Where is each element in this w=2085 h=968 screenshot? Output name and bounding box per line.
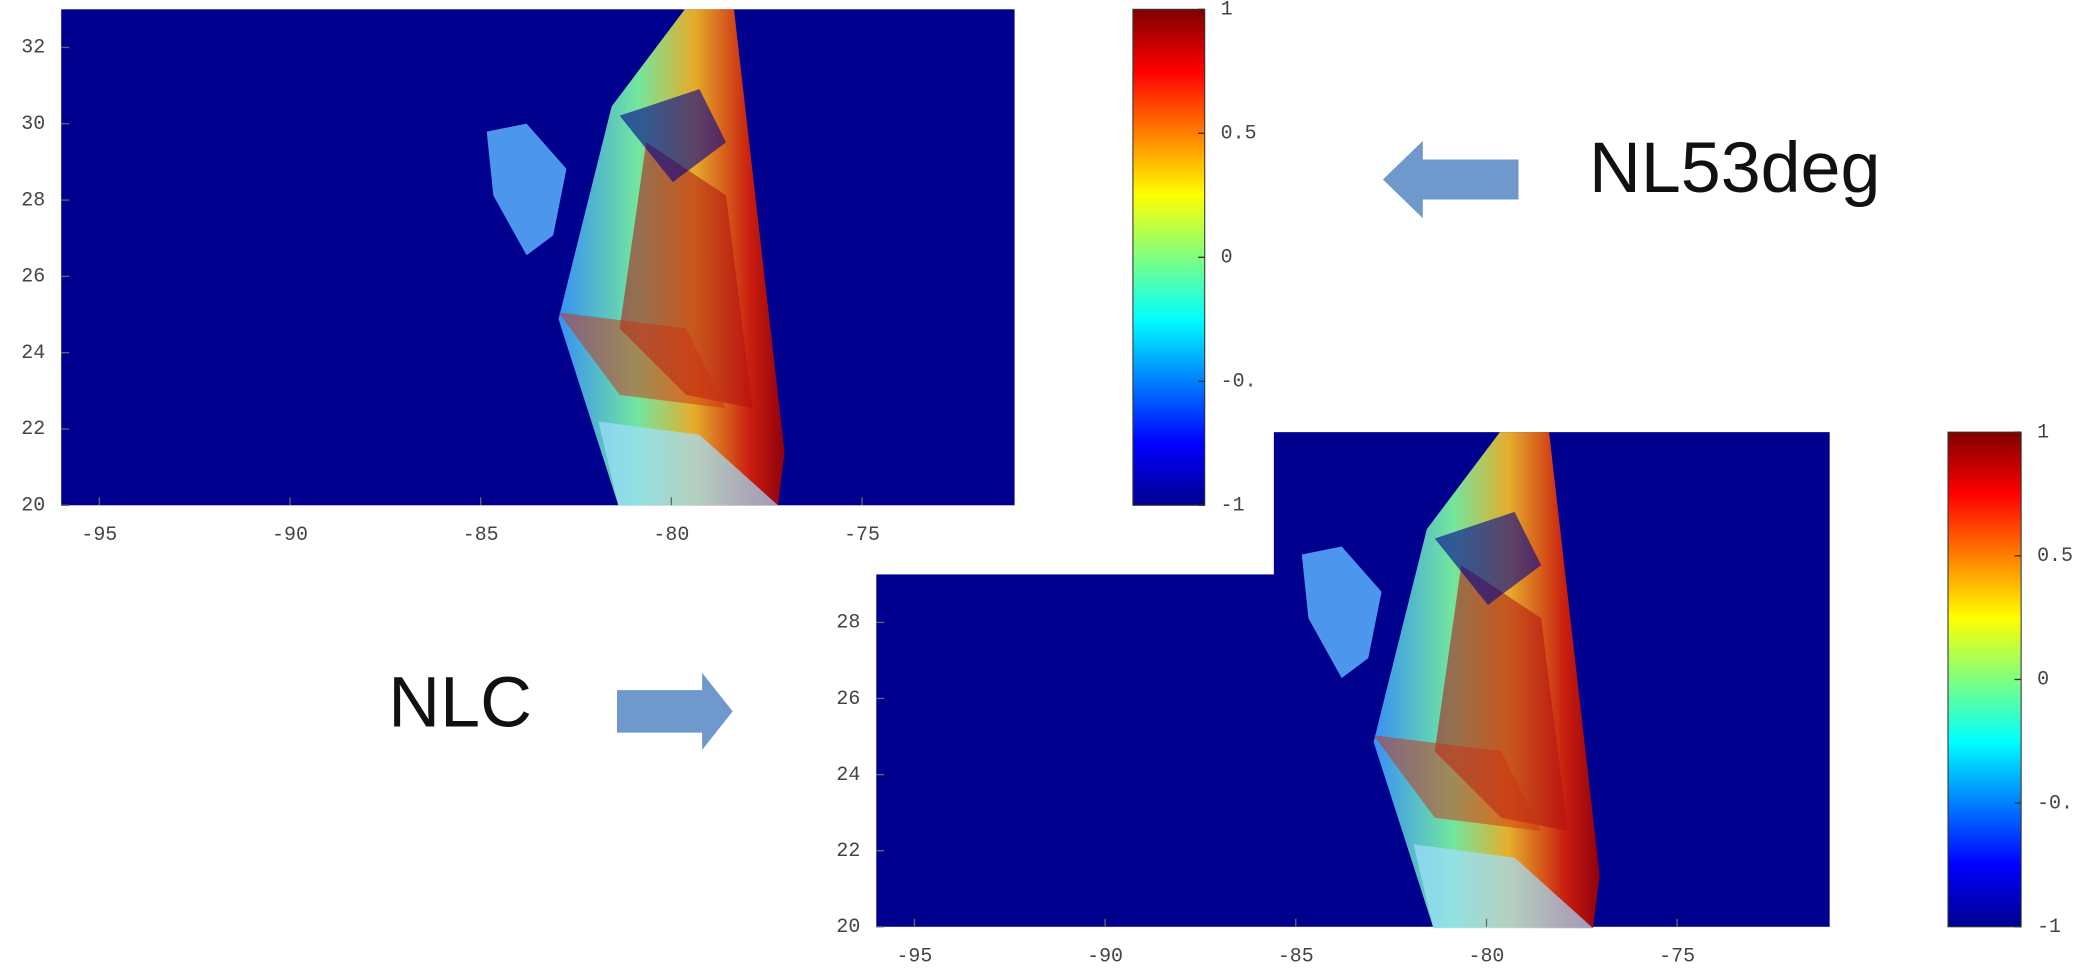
colorbar-tick-label: 0 [1221,246,1233,269]
colorbar-tick-label: -1 [2037,915,2061,938]
colorbar-tick-label: -1 [1221,494,1245,517]
x-tick-label: -75 [1659,944,1695,967]
y-tick-label: 32 [21,36,45,59]
y-tick-label: 20 [836,915,860,938]
y-tick-label: 20 [21,494,45,517]
x-tick-label: -90 [272,523,308,546]
y-tick-label: 24 [21,341,45,364]
x-tick-label: -80 [1468,944,1504,967]
y-tick-label: 26 [836,687,860,710]
y-tick-label: 28 [836,611,860,634]
colorbar-tick-label: -0. [2037,791,2073,814]
colorbar [1133,9,1205,505]
colorbar-tick-label: 1 [1221,0,1233,21]
slide: -95 -90 -85 -80 -75 20 22 24 26 28 1 0.5 0 -0. -1 -95 -… [0,0,2085,968]
colorbar-tick-label: -0. [1221,370,1257,393]
colorbar-tick-label: 0.5 [2037,544,2073,567]
x-tick-label: -80 [653,523,689,546]
y-tick-label: 22 [21,417,45,440]
y-tick-label: 26 [21,265,45,288]
colorbar-tick-label: 1 [2037,420,2049,443]
arrow-right [617,673,733,750]
page: -95 -90 -85 -80 -75 20 22 24 26 28 1 0.5 0 -0. -1 -95 -… [0,0,2085,968]
colorbar [1948,432,2021,927]
x-tick-label: -90 [1087,944,1123,967]
colorbar-tick-label: 0 [2037,668,2049,691]
y-tick-label: 30 [21,112,45,135]
y-tick-label: 28 [21,188,45,211]
map-background [61,9,1014,505]
annotation: NL53deg [1589,128,1880,208]
arrow-left [1383,141,1519,218]
annotation: NLC [388,662,532,742]
y-tick-label: 22 [836,839,860,862]
colorbar-tick-label: 0.5 [1221,122,1257,145]
x-tick-label: -85 [1278,944,1314,967]
x-tick-label: -95 [896,944,932,967]
x-tick-label: -95 [81,523,117,546]
x-tick-label: -75 [844,523,880,546]
x-tick-label: -85 [463,523,499,546]
y-tick-label: 24 [836,763,860,786]
